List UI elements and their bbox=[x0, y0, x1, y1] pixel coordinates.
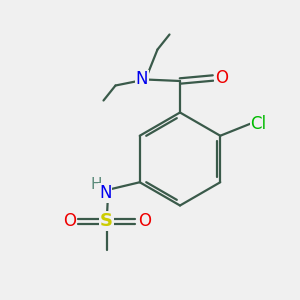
Text: S: S bbox=[100, 212, 113, 230]
Text: N: N bbox=[99, 184, 112, 202]
Text: O: O bbox=[215, 69, 228, 87]
Text: O: O bbox=[138, 212, 151, 230]
Text: Cl: Cl bbox=[250, 115, 267, 133]
Text: N: N bbox=[136, 70, 148, 88]
Text: O: O bbox=[63, 212, 76, 230]
Text: H: H bbox=[91, 177, 102, 192]
